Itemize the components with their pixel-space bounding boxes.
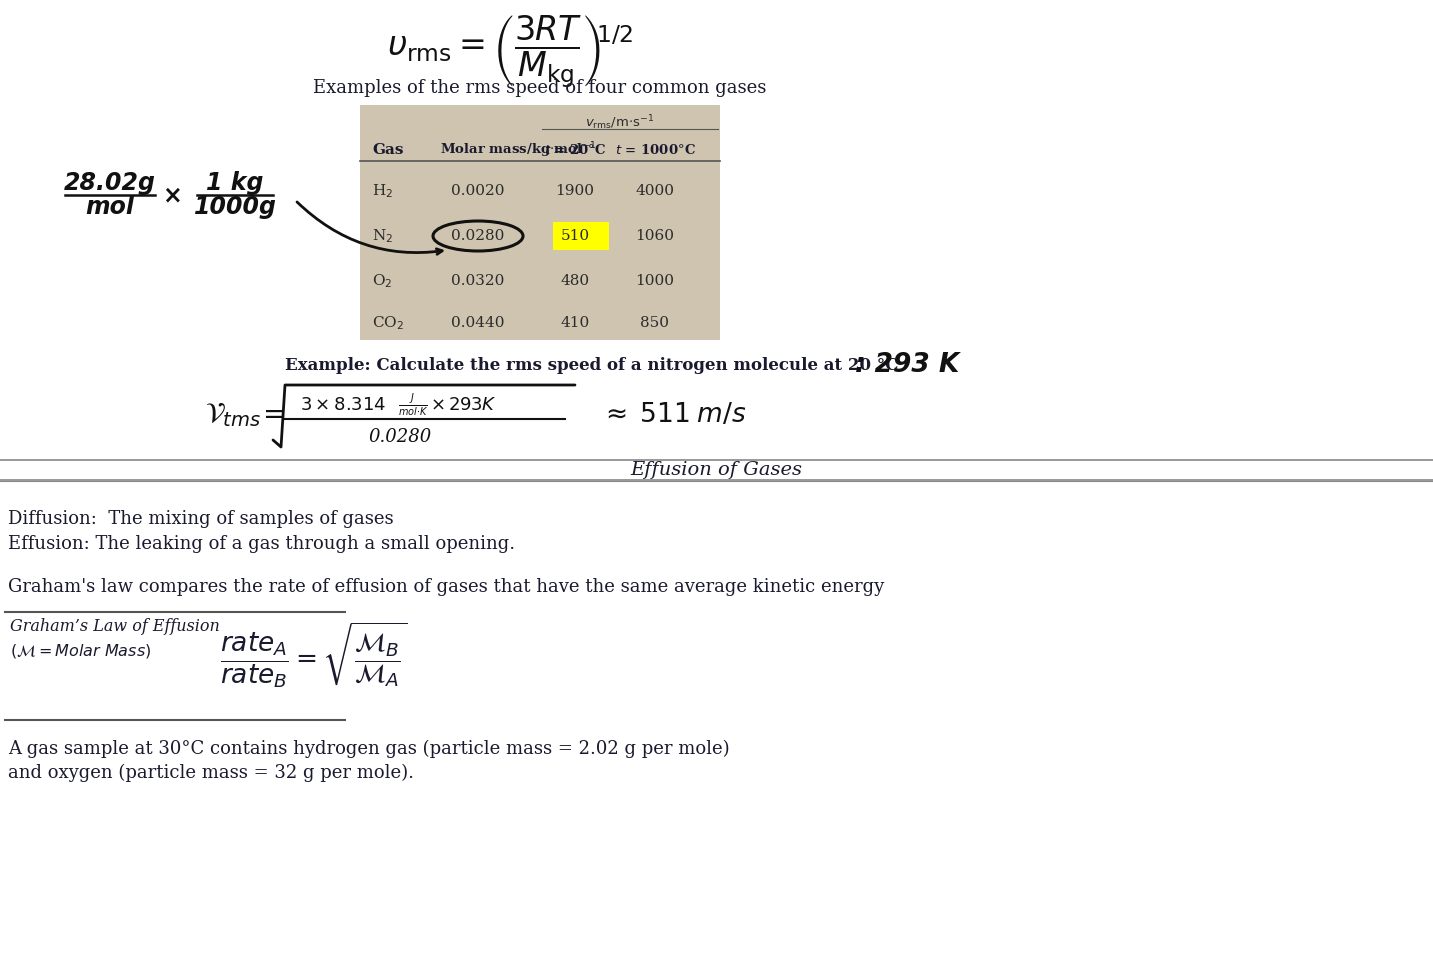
- Text: 28.02g: 28.02g: [64, 171, 156, 195]
- Text: mol: mol: [86, 195, 135, 219]
- Text: N$_2$: N$_2$: [373, 228, 393, 245]
- Text: =: =: [264, 401, 287, 429]
- Text: ×: ×: [162, 183, 182, 207]
- Text: Molar mass/kg$\cdot$mol$^{-1}$: Molar mass/kg$\cdot$mol$^{-1}$: [440, 140, 596, 159]
- Text: 0.0320: 0.0320: [451, 274, 504, 288]
- Text: $\frac{J}{mol{\cdot}K}$: $\frac{J}{mol{\cdot}K}$: [398, 392, 428, 419]
- Text: A gas sample at 30°C contains hydrogen gas (particle mass = 2.02 g per mole): A gas sample at 30°C contains hydrogen g…: [9, 740, 729, 758]
- Text: 1060: 1060: [635, 229, 675, 243]
- Text: Examples of the rms speed of four common gases: Examples of the rms speed of four common…: [314, 79, 767, 97]
- Text: CO$_2$: CO$_2$: [373, 314, 404, 332]
- Text: Example: Calculate the rms speed of a nitrogen molecule at 20 °C: Example: Calculate the rms speed of a ni…: [285, 356, 898, 373]
- Text: 0.0020: 0.0020: [451, 184, 504, 198]
- FancyBboxPatch shape: [360, 105, 719, 340]
- Text: $3 \times 8.314$: $3 \times 8.314$: [299, 396, 385, 414]
- Text: 1900: 1900: [556, 184, 595, 198]
- Text: $\approx\; 511\; m/s$: $\approx\; 511\; m/s$: [600, 402, 747, 428]
- Text: 1000: 1000: [635, 274, 675, 288]
- Text: $\mathcal{V}_{tms}$: $\mathcal{V}_{tms}$: [205, 401, 261, 429]
- Text: $\times\, 293K$: $\times\, 293K$: [430, 396, 497, 414]
- Text: 0.0280: 0.0280: [451, 229, 504, 243]
- Text: Effusion of Gases: Effusion of Gases: [631, 461, 802, 479]
- Text: $t$ = 1000°C: $t$ = 1000°C: [615, 143, 695, 157]
- Text: 510: 510: [560, 229, 589, 243]
- Text: $\dfrac{rate_A}{rate_B} = \sqrt{\dfrac{\mathcal{M}_B}{\mathcal{M}_A}}$: $\dfrac{rate_A}{rate_B} = \sqrt{\dfrac{\…: [221, 620, 407, 689]
- Text: $v_\mathrm{rms}/\mathrm{m{\cdot}s^{-1}}$: $v_\mathrm{rms}/\mathrm{m{\cdot}s^{-1}}$: [585, 113, 655, 132]
- Text: Gas: Gas: [373, 143, 404, 157]
- Text: : 293 K: : 293 K: [856, 352, 959, 378]
- FancyBboxPatch shape: [553, 222, 609, 250]
- Text: $\upsilon_\mathrm{rms} = \left(\dfrac{3RT}{M_\mathrm{kg}}\right)^{\!\!1/2}$: $\upsilon_\mathrm{rms} = \left(\dfrac{3R…: [387, 13, 633, 90]
- Text: 4000: 4000: [635, 184, 675, 198]
- Text: Graham’s Law of Effusion: Graham’s Law of Effusion: [10, 618, 219, 635]
- Text: $t$ = 20°C: $t$ = 20°C: [543, 143, 606, 157]
- Text: 0.0280: 0.0280: [368, 428, 431, 446]
- Text: Effusion: The leaking of a gas through a small opening.: Effusion: The leaking of a gas through a…: [9, 535, 514, 553]
- Text: Diffusion:  The mixing of samples of gases: Diffusion: The mixing of samples of gase…: [9, 510, 394, 528]
- Text: Graham's law compares the rate of effusion of gases that have the same average k: Graham's law compares the rate of effusi…: [9, 578, 884, 596]
- Text: 1 kg: 1 kg: [206, 171, 264, 195]
- Text: H$_2$: H$_2$: [373, 182, 393, 200]
- Text: 410: 410: [560, 316, 589, 330]
- Text: 480: 480: [560, 274, 589, 288]
- Text: 1000g: 1000g: [193, 195, 277, 219]
- Text: and oxygen (particle mass = 32 g per mole).: and oxygen (particle mass = 32 g per mol…: [9, 764, 414, 782]
- Text: 850: 850: [641, 316, 669, 330]
- Text: $(\mathcal{M} = \mathit{Molar\ Mass})$: $(\mathcal{M} = \mathit{Molar\ Mass})$: [10, 642, 152, 660]
- Text: O$_2$: O$_2$: [373, 272, 393, 290]
- Text: 0.0440: 0.0440: [451, 316, 504, 330]
